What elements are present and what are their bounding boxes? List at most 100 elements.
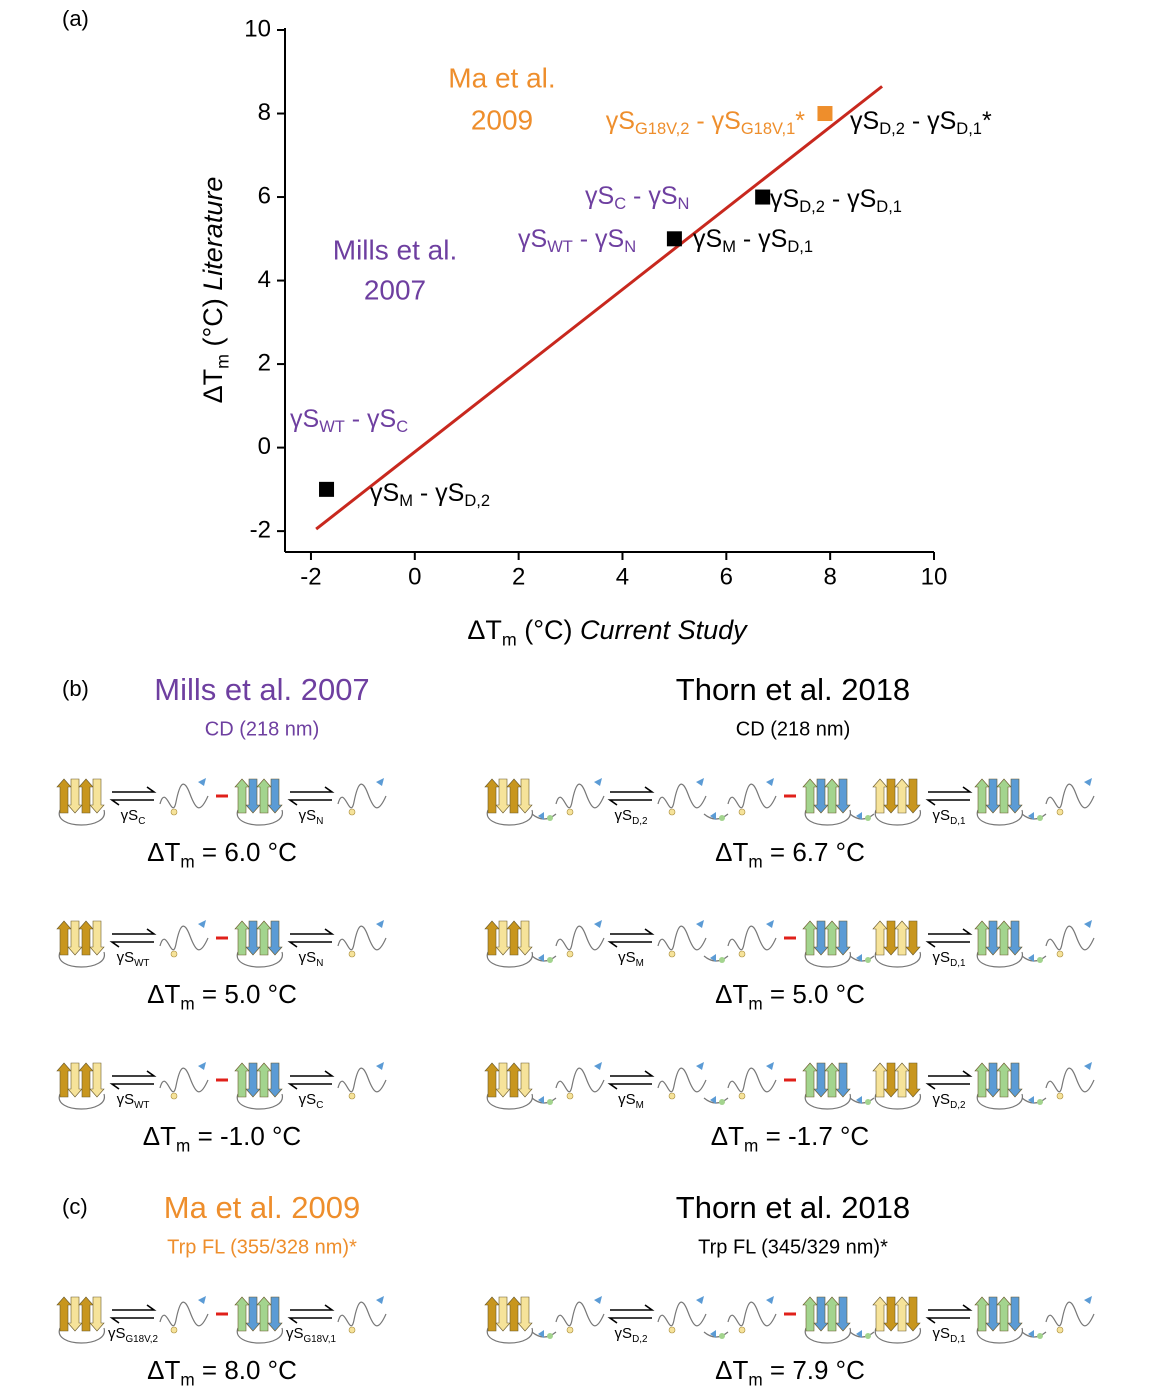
y-tick-label: -2 [250, 516, 271, 543]
text-part: γS [585, 182, 614, 210]
residue [865, 815, 871, 821]
y-tick-label: 8 [258, 99, 271, 126]
residue [171, 1093, 177, 1099]
residue [1037, 815, 1043, 821]
text-part: γS [618, 1091, 636, 1108]
text-part: D,2 [632, 1333, 647, 1344]
text-part: ΔT [147, 837, 180, 867]
residue [739, 951, 745, 957]
residue [349, 1093, 355, 1099]
text-part: γS [618, 949, 636, 966]
residue [1057, 951, 1063, 957]
source-label: 2007 [364, 274, 426, 305]
y-tick-label: 10 [244, 15, 271, 42]
text-part: γS [933, 1091, 951, 1108]
text-part: D,2 [879, 120, 905, 138]
method-label: Trp FL (345/329 nm)* [698, 1236, 888, 1258]
residue [349, 809, 355, 815]
point-annotation: γSWT - γSC [290, 405, 408, 437]
method-label: Trp FL (355/328 nm)* [167, 1236, 357, 1258]
text-part: m [744, 1135, 758, 1155]
residue [669, 1327, 675, 1333]
text-part: m [502, 629, 517, 649]
text-part: m [748, 1369, 762, 1389]
x-tick-label: 8 [823, 563, 836, 590]
text-part: N [316, 957, 323, 968]
residue [547, 957, 553, 963]
source-label: Ma et al. [448, 62, 555, 93]
text-part: - γS [345, 405, 396, 433]
text-part: C [316, 1099, 323, 1110]
text-part: ΔT [147, 1355, 180, 1385]
text-part: ΔT [715, 979, 748, 1009]
delta-tm: ΔTm = 7.9 °C [715, 1355, 865, 1389]
residue [739, 1093, 745, 1099]
residue [865, 1099, 871, 1105]
y-tick-label: 2 [258, 349, 271, 376]
data-point [755, 190, 770, 205]
text-part: M [636, 1099, 644, 1110]
text-part: = 6.0 °C [195, 837, 297, 867]
x-tick-label: 6 [720, 563, 733, 590]
text-part: γS [117, 1091, 135, 1108]
figure: (a)-20246810-20246810ΔTm (°C) Current St… [0, 0, 1152, 1395]
x-tick-label: 10 [921, 563, 948, 590]
point-annotation: γSWT - γSN [518, 225, 636, 257]
text-part: D,2 [464, 492, 490, 510]
text-part: N [678, 195, 690, 213]
residue [171, 809, 177, 815]
text-part: γS [117, 949, 135, 966]
text-part: γS [615, 1325, 633, 1342]
text-part: D,1 [950, 957, 966, 968]
residue [547, 1333, 553, 1339]
text-part: m [180, 851, 194, 871]
residue [547, 1099, 553, 1105]
text-part: γS [121, 807, 139, 824]
text-part: γS [286, 1325, 304, 1342]
text-part: = 8.0 °C [195, 1355, 297, 1385]
text-part: * [795, 107, 805, 135]
text-part: N [624, 238, 636, 256]
text-part: D,2 [950, 1099, 965, 1110]
text-part: G18V,1 [303, 1333, 336, 1344]
text-part: - γS [413, 479, 464, 507]
text-part: * [982, 107, 992, 135]
residue [567, 1093, 573, 1099]
text-part: = 7.9 °C [763, 1355, 865, 1385]
text-part: (°C) [198, 291, 228, 354]
residue [719, 1333, 725, 1339]
text-part: m [212, 354, 232, 369]
text-part: γS [518, 225, 547, 253]
text-part: WT [134, 957, 149, 968]
data-point [817, 106, 832, 121]
text-part: D,2 [799, 198, 825, 216]
text-part: C [396, 418, 408, 436]
residue [567, 1327, 573, 1333]
text-part: m [748, 993, 762, 1013]
source-heading: Thorn et al. 2018 [676, 1190, 910, 1225]
x-tick-label: -2 [300, 563, 321, 590]
text-part: D,1 [950, 1333, 966, 1344]
delta-tm: ΔTm = 6.0 °C [147, 837, 297, 871]
residue [719, 957, 725, 963]
y-tick-label: 4 [258, 266, 271, 293]
text-part: M [399, 492, 413, 510]
text-part: γS [370, 479, 399, 507]
delta-tm: ΔTm = 8.0 °C [147, 1355, 297, 1389]
text-emphasis: Current Study [580, 615, 748, 645]
residue [865, 1333, 871, 1339]
text-part: m [176, 1135, 190, 1155]
x-tick-label: 2 [512, 563, 525, 590]
text-emphasis: Literature [198, 177, 228, 291]
text-part: γS [933, 949, 951, 966]
text-part: γS [770, 185, 799, 213]
residue [1057, 1327, 1063, 1333]
delta-tm: ΔTm = -1.0 °C [143, 1121, 301, 1155]
residue [1037, 1099, 1043, 1105]
text-part: = 5.0 °C [195, 979, 297, 1009]
text-part: G18V,2 [635, 120, 689, 138]
text-part: D,1 [876, 198, 902, 216]
text-part: D,1 [956, 120, 982, 138]
text-part: γS [615, 807, 633, 824]
residue [567, 951, 573, 957]
